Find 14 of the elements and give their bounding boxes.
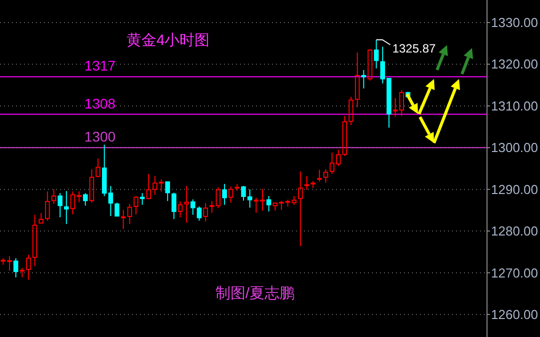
y-tick-label: 1270.00: [491, 265, 538, 280]
y-tick-label: 1300.00: [491, 140, 538, 156]
y-tick-label: 1290.00: [491, 182, 538, 197]
y-tick-label: 1320.00: [491, 56, 538, 72]
ref-line-label: 1308: [84, 95, 116, 112]
ref-line-label: 1317: [84, 58, 116, 74]
y-tick-label: 1280.00: [491, 224, 538, 239]
y-tick-label: 1260.00: [491, 306, 538, 322]
text: 黄金4小时图: [126, 32, 210, 49]
y-tick-label: 1330.00: [491, 15, 538, 30]
annotation: 制图/夏志鹏: [215, 285, 295, 302]
y-tick-label: 1310.00: [491, 98, 538, 114]
annotation: 1325.87: [392, 42, 436, 56]
ref-line-label: 1300: [84, 128, 116, 145]
